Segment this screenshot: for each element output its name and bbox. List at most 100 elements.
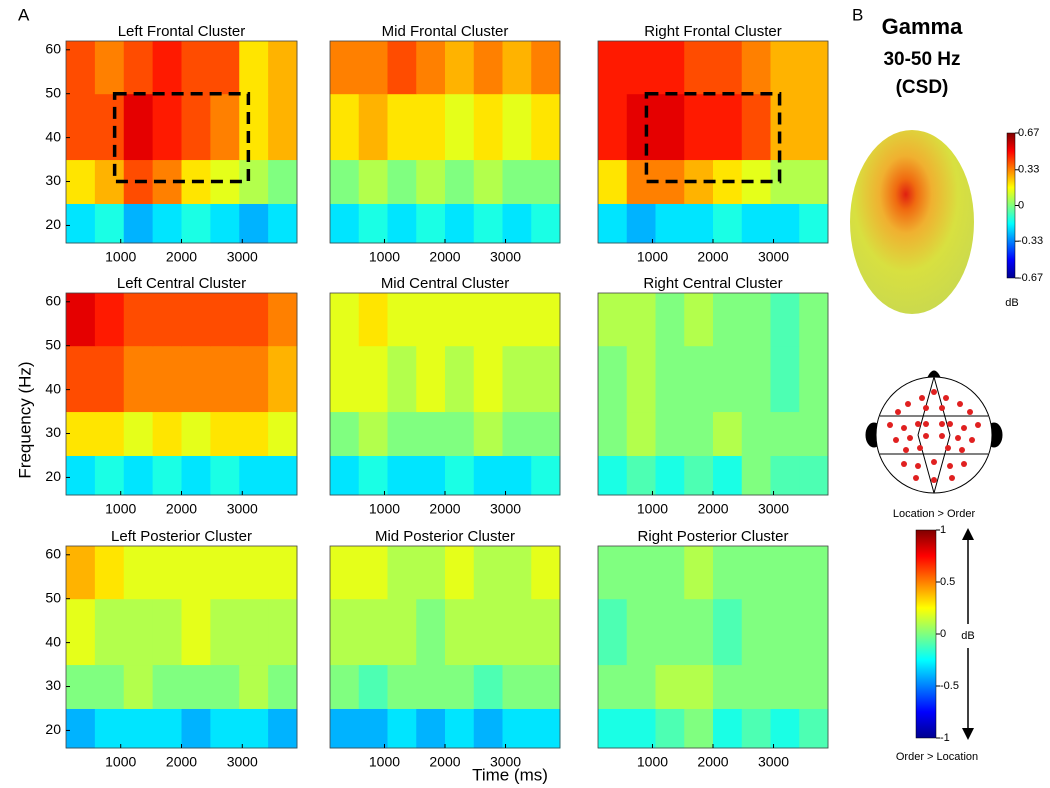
- heatmap-cell: [239, 93, 269, 161]
- electrode: [967, 409, 973, 415]
- heatmap-cell: [66, 345, 96, 413]
- heatmap-cell: [502, 455, 532, 496]
- heatmap-cell: [626, 293, 656, 347]
- panel-title: Left Posterior Cluster: [111, 528, 252, 545]
- heatmap-cell: [713, 598, 743, 666]
- y-tick-label: 20: [45, 468, 61, 484]
- heatmap-cell: [239, 41, 269, 95]
- electrode: [939, 421, 945, 427]
- x-tick-label: 3000: [227, 501, 258, 517]
- heatmap-cell: [741, 411, 771, 456]
- heatmap-cell: [239, 411, 269, 456]
- heatmap-cell: [445, 93, 475, 161]
- x-tick-label: 1000: [105, 754, 136, 770]
- heatmap-cell: [66, 411, 96, 456]
- heatmap-cell: [626, 93, 656, 161]
- heatmap-cell: [713, 708, 743, 749]
- heatmap-cell: [210, 293, 240, 347]
- panel-label: B: [852, 5, 863, 24]
- heatmap-cell: [268, 411, 298, 456]
- x-tick-label: 1000: [369, 501, 400, 517]
- heatmap-cell: [239, 546, 269, 600]
- heatmap-cell: [770, 708, 800, 749]
- heatmap: [66, 41, 298, 244]
- heatmap-cell: [416, 546, 446, 600]
- heatmap-cell: [330, 664, 360, 709]
- heatmap-cell: [741, 546, 771, 600]
- heatmap-cell: [239, 455, 269, 496]
- heatmap-cell: [473, 93, 503, 161]
- heatmap-cell: [416, 93, 446, 161]
- panel-title: Mid Central Cluster: [381, 275, 509, 292]
- heatmap-cell: [531, 664, 561, 709]
- y-tick-label: 40: [45, 380, 61, 396]
- electrode: [895, 409, 901, 415]
- heatmap-cell: [598, 411, 628, 456]
- electrode: [931, 389, 937, 395]
- heatmap-cell: [445, 159, 475, 204]
- heatmap-cell: [799, 345, 829, 413]
- electrode: [931, 459, 937, 465]
- electrode: [949, 475, 955, 481]
- topo-colorbar: [1006, 132, 1016, 279]
- electrode: [919, 395, 925, 401]
- heatmap-cell: [268, 546, 298, 600]
- heatmap-cell: [598, 546, 628, 600]
- heatmap-cell: [268, 345, 298, 413]
- heatmap-cell: [799, 41, 829, 95]
- heatmap-cell: [94, 598, 125, 666]
- heatmap-cell: [655, 93, 685, 161]
- heatmap-cell: [66, 93, 96, 161]
- heatmap-cell: [626, 411, 656, 456]
- heatmap-cell: [210, 203, 240, 244]
- heatmap-cell: [473, 664, 503, 709]
- head-topography: [850, 130, 974, 314]
- panel-label: A: [18, 5, 30, 24]
- heatmap-cell: [502, 93, 532, 161]
- heatmap-cell: [416, 598, 446, 666]
- heatmap-cell: [502, 41, 532, 95]
- heatmap: [66, 293, 298, 496]
- heatmap-cell: [152, 41, 182, 95]
- heatmap-cell: [445, 411, 475, 456]
- x-tick-label: 2000: [166, 249, 197, 265]
- x-tick-label: 2000: [429, 754, 460, 770]
- heatmap-cell: [655, 664, 685, 709]
- heatmap-cell: [741, 93, 771, 161]
- heatmap-cell: [268, 598, 298, 666]
- x-axis-label: Time (ms): [472, 765, 548, 784]
- x-tick-label: 2000: [166, 501, 197, 517]
- y-tick-label: 40: [45, 128, 61, 144]
- heatmap-cell: [387, 546, 417, 600]
- heatmap-cell: [770, 411, 800, 456]
- heatmap-cell: [684, 411, 714, 456]
- heatmap: [330, 293, 561, 496]
- heatmap-cell: [66, 293, 96, 347]
- electrode: [939, 433, 945, 439]
- heatmap-cell: [626, 546, 656, 600]
- heatmap-cell: [330, 455, 360, 496]
- x-tick-label: 3000: [227, 249, 258, 265]
- heatmap-cell: [268, 664, 298, 709]
- panel-title: Left Central Cluster: [117, 275, 246, 292]
- heatmap-cell: [387, 598, 417, 666]
- heatmap-cell: [210, 93, 240, 161]
- heatmap-cell: [598, 345, 628, 413]
- heatmap-cell: [473, 345, 503, 413]
- heatmap-cell: [770, 293, 800, 347]
- electrode: [947, 463, 953, 469]
- heatmap-cell: [358, 159, 388, 204]
- heatmap-cell: [655, 546, 685, 600]
- heatmap-cell: [684, 203, 714, 244]
- x-tick-label: 1000: [637, 249, 668, 265]
- colorbar-bottom-label: Order > Location: [896, 751, 978, 763]
- heatmap-cell: [655, 598, 685, 666]
- heatmap-cell: [330, 546, 360, 600]
- heatmap-cell: [358, 708, 388, 749]
- heatmap-cell: [181, 708, 211, 749]
- contrast-colorbar: [915, 529, 937, 739]
- electrode: [923, 433, 929, 439]
- heatmap-cell: [799, 598, 829, 666]
- heatmap-cell: [239, 708, 269, 749]
- heatmap-cell: [416, 708, 446, 749]
